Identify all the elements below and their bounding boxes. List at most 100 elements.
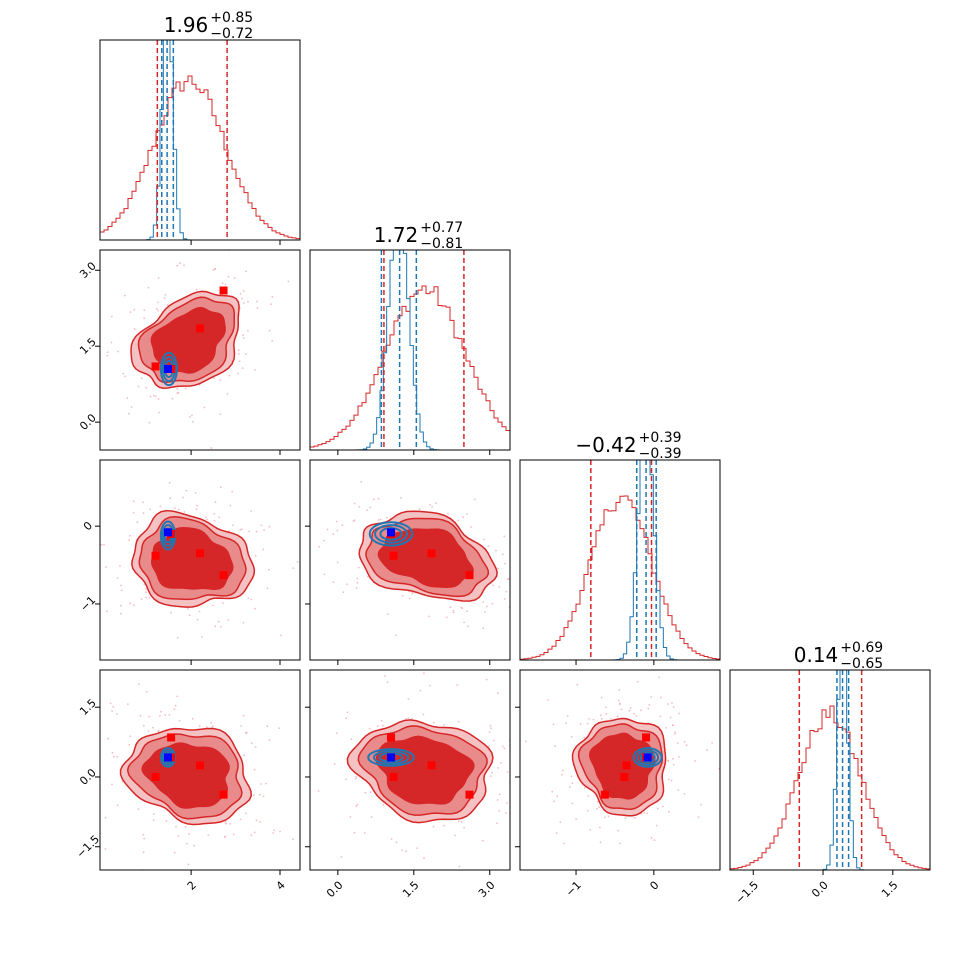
sample-point <box>240 528 243 531</box>
panel-frame <box>309 669 511 871</box>
sample-point <box>335 520 338 523</box>
sample-point <box>513 599 515 601</box>
sample-point <box>539 557 541 559</box>
sample-point <box>599 841 602 844</box>
sample-point <box>159 715 161 717</box>
sample-point <box>259 821 261 823</box>
sample-point <box>250 510 253 512</box>
sample-point <box>127 703 129 705</box>
sample-point <box>635 715 638 717</box>
sample-point <box>350 738 353 741</box>
sample-point <box>432 721 435 724</box>
sample-point <box>685 744 688 747</box>
panel-frame <box>99 459 301 661</box>
sample-point <box>346 711 349 714</box>
sample-point <box>196 618 199 621</box>
sample-point <box>292 838 294 841</box>
sample-point <box>454 834 456 837</box>
sample-point <box>255 530 258 533</box>
red-marker <box>219 790 228 799</box>
sample-point <box>93 537 95 539</box>
panel-frame <box>309 459 511 661</box>
sample-point <box>497 567 499 570</box>
sample-point <box>129 602 132 605</box>
sample-point <box>648 704 651 706</box>
sample-point <box>245 732 248 734</box>
sample-point <box>291 763 293 765</box>
sample-point <box>596 807 598 810</box>
sample-point <box>376 725 379 727</box>
sample-point <box>252 794 255 796</box>
sample-point <box>196 504 198 507</box>
sample-point <box>405 850 408 853</box>
sample-point <box>683 740 686 743</box>
sample-point <box>142 501 144 504</box>
sample-point <box>142 833 145 836</box>
sample-point <box>222 602 224 604</box>
sample-point <box>142 724 145 727</box>
sample-point <box>633 816 636 819</box>
panel-title-plus: +0.39 <box>639 430 682 446</box>
panel-title-plus: +0.69 <box>840 640 883 656</box>
y-tick-label: 0 <box>81 519 95 533</box>
sample-point <box>133 328 136 330</box>
sample-point <box>367 575 369 578</box>
sample-point <box>473 498 476 501</box>
sample-point <box>452 611 455 614</box>
sample-point <box>153 813 155 815</box>
sample-point <box>111 710 113 712</box>
sample-point <box>104 816 107 819</box>
sample-point <box>233 277 236 279</box>
sample-point <box>96 359 98 361</box>
truth-contour <box>379 527 403 541</box>
sample-point <box>650 696 653 698</box>
x-tick-label: 2 <box>185 879 199 893</box>
diag-panel-0: 1.96 +0.85−0.72 <box>99 10 301 241</box>
sample-point <box>673 733 676 735</box>
sample-point <box>336 529 339 532</box>
sample-point <box>149 508 152 511</box>
sample-point <box>76 503 78 505</box>
sample-point <box>457 720 460 723</box>
sample-point <box>253 831 256 834</box>
sample-point <box>140 377 143 380</box>
sample-point <box>342 591 345 594</box>
sample-point <box>561 773 563 776</box>
sample-point <box>429 504 431 506</box>
sample-point <box>188 614 191 617</box>
sample-point <box>360 480 363 483</box>
sample-point <box>356 803 359 806</box>
sample-point <box>163 297 166 299</box>
sample-point <box>353 502 356 505</box>
sample-point <box>231 490 234 493</box>
sample-point <box>449 606 452 609</box>
sample-point <box>237 372 240 375</box>
sample-point <box>242 302 245 304</box>
diag-panel-1: 1.72 +0.77−0.81 <box>309 220 511 451</box>
sample-point <box>147 286 150 289</box>
sample-point <box>672 706 675 708</box>
sample-point <box>116 577 119 579</box>
sample-point <box>566 715 569 717</box>
sample-point <box>191 420 194 423</box>
sample-point <box>432 825 435 828</box>
sample-point <box>461 607 464 610</box>
pair-panel-1-0 <box>96 249 317 451</box>
sample-point <box>315 324 317 326</box>
sample-point <box>184 825 187 828</box>
sample-point <box>583 786 586 789</box>
sample-point <box>505 590 508 593</box>
panel-frame <box>519 669 721 871</box>
sample-point <box>395 841 398 844</box>
sample-point <box>676 742 679 744</box>
truth-contour <box>159 351 178 387</box>
sample-point <box>177 835 180 837</box>
sample-point <box>129 311 132 313</box>
sample-point <box>380 719 383 722</box>
sample-point <box>467 625 469 628</box>
sample-point <box>263 529 265 532</box>
sample-point <box>556 795 559 798</box>
sample-point <box>576 683 579 686</box>
red-marker <box>465 790 474 799</box>
sample-point <box>242 334 244 336</box>
